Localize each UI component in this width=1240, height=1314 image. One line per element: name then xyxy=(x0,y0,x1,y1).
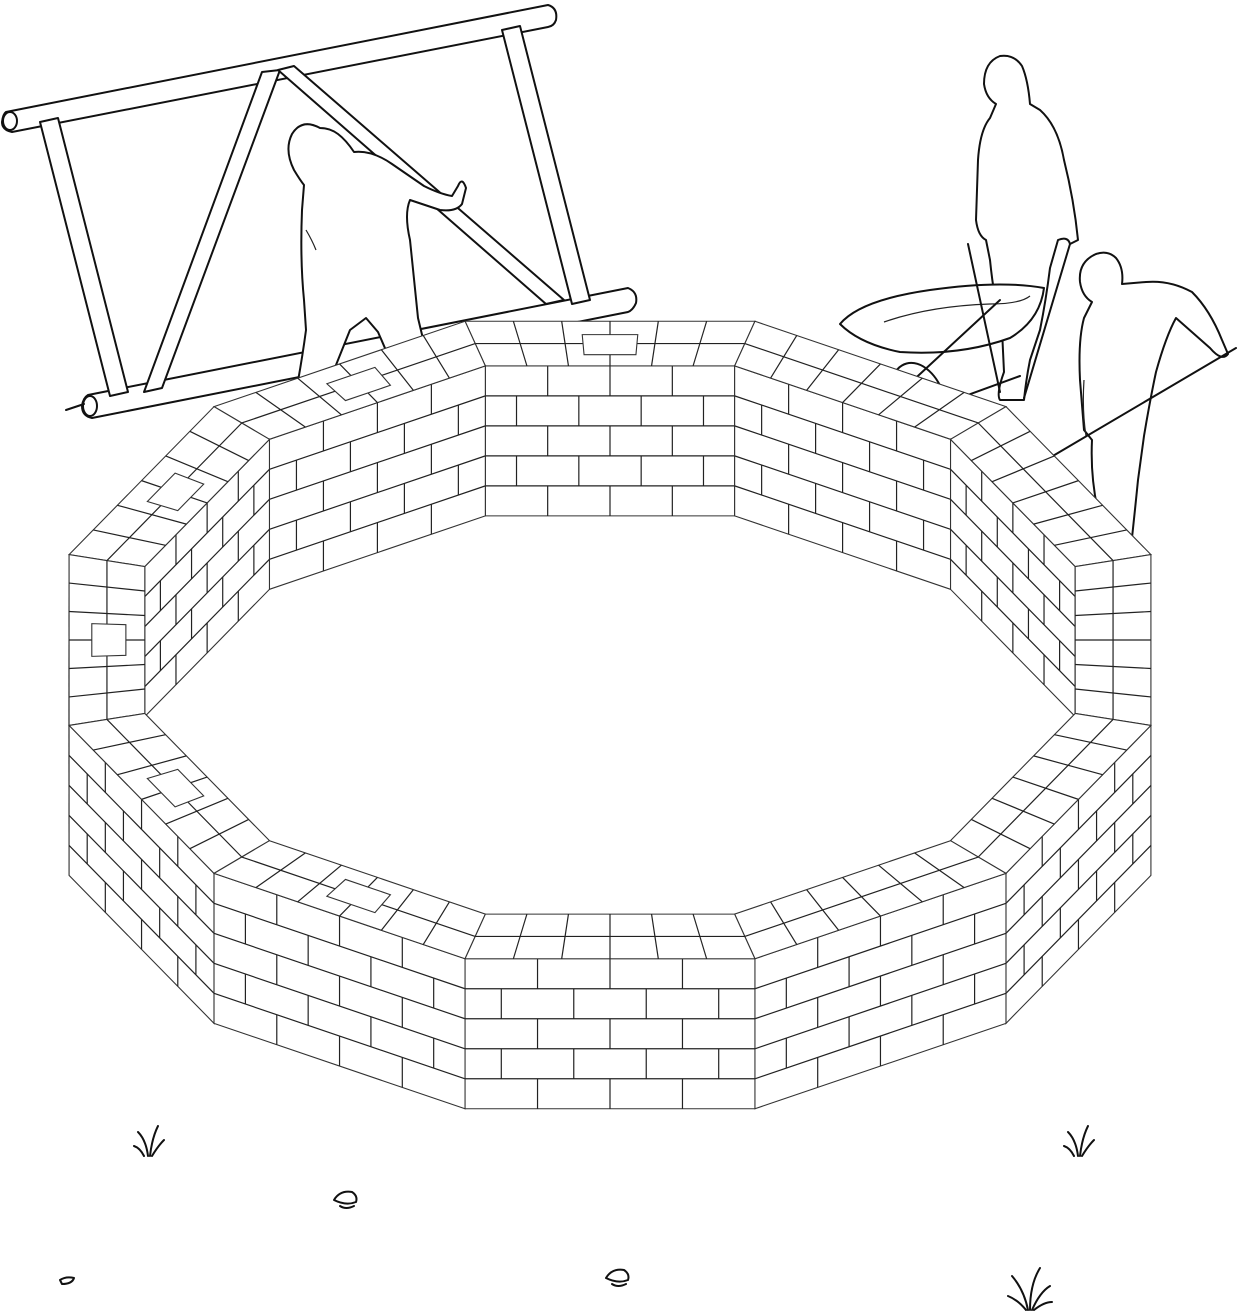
pilaster-opening xyxy=(146,768,205,808)
small-stone xyxy=(605,1268,630,1287)
pilaster-opening xyxy=(325,878,392,914)
top-brick-joint xyxy=(744,342,979,424)
small-stone xyxy=(333,1190,358,1209)
brick-ring-wall xyxy=(67,320,1153,1110)
pilaster-opening xyxy=(91,623,127,657)
pilaster-opening xyxy=(146,472,205,512)
mortar-joint xyxy=(144,528,270,657)
pilaster-opening xyxy=(581,334,639,356)
worker-with-shovel xyxy=(1078,251,1229,557)
grass-tuft xyxy=(1063,1125,1095,1157)
top-brick-joint xyxy=(977,422,1114,561)
grass-tuft xyxy=(133,1125,165,1157)
small-stone xyxy=(59,1276,75,1285)
top-brick-joint xyxy=(744,856,979,938)
mortar-joint xyxy=(213,992,466,1080)
pilaster-opening xyxy=(325,366,392,402)
top-brick-joint xyxy=(977,719,1114,858)
grass-tuft xyxy=(1007,1267,1053,1311)
mortar-joint xyxy=(950,528,1076,657)
mortar-joint xyxy=(754,992,1007,1080)
